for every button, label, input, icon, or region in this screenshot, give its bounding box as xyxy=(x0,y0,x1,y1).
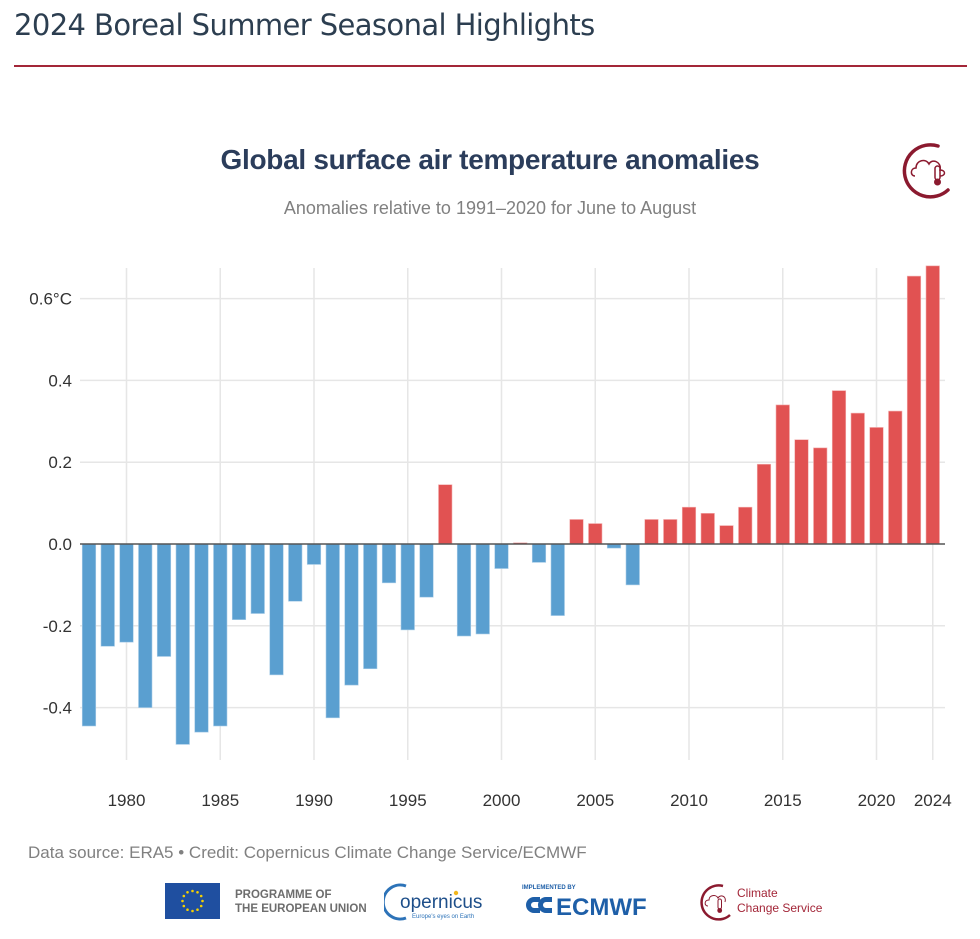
bar-2014 xyxy=(738,506,753,545)
copernicus-name: opernicus xyxy=(400,892,482,913)
c3s-line-2: Change Service xyxy=(737,901,823,915)
eu-line-1: PROGRAMME OF xyxy=(235,889,332,901)
bar-1995 xyxy=(381,543,397,584)
y-tick-label: 0.6°C xyxy=(29,290,72,309)
chart-title: Global surface air temperature anomalies xyxy=(220,144,760,175)
c3s-line-1: Climate xyxy=(737,886,778,900)
x-tick-label: 1990 xyxy=(295,791,333,810)
y-tick-label: 0.4 xyxy=(48,371,72,390)
y-tick-label: -0.2 xyxy=(43,617,72,636)
bar-1993 xyxy=(344,543,359,686)
x-tick-label: 1980 xyxy=(108,791,146,810)
x-tick-label: 2005 xyxy=(576,791,614,810)
bar-2008 xyxy=(625,543,640,586)
x-tick-label: 2010 xyxy=(670,791,708,810)
bar-2021 xyxy=(869,427,884,545)
bar-2015 xyxy=(756,463,772,545)
copernicus-logo: opernicus Europe's eyes on Earth xyxy=(384,883,482,921)
y-tick-label: 0.0 xyxy=(48,535,72,554)
bar-2004 xyxy=(550,543,565,616)
bar-1998 xyxy=(438,484,453,545)
bars xyxy=(81,265,940,745)
y-tick-label: -0.4 xyxy=(43,699,72,718)
bar-2011 xyxy=(681,506,697,545)
bar-2020 xyxy=(850,412,865,545)
eu-line-2: THE EUROPEAN UNION xyxy=(235,903,367,915)
bar-1990 xyxy=(288,543,303,602)
bar-2022 xyxy=(888,410,903,545)
page-title: 2024 Boreal Summer Seasonal Highlights xyxy=(14,8,595,42)
bar-2019 xyxy=(831,390,847,545)
x-tick-label: 1985 xyxy=(201,791,239,810)
bar-1997 xyxy=(419,543,434,598)
bar-2010 xyxy=(663,519,678,545)
c3s-logo: Climate Change Service xyxy=(697,882,827,922)
x-tick-label: 2024 xyxy=(914,791,952,810)
data-source-credit: Data source: ERA5 • Credit: Copernicus C… xyxy=(28,843,587,862)
bar-2018 xyxy=(813,447,828,545)
bar-1982 xyxy=(138,543,153,708)
x-tick-label: 2015 xyxy=(764,791,802,810)
logo-strip: PROGRAMME OF THE EUROPEAN UNION opernicu… xyxy=(0,878,980,926)
bar-2006 xyxy=(588,523,603,545)
x-axis: 1980 1985 1990 1995 2000 2005 2010 2015 2020 2024 xyxy=(108,791,952,810)
bar-1989 xyxy=(269,543,284,676)
copernicus-tagline: Europe's eyes on Earth xyxy=(412,914,474,920)
ecmwf-logo: IMPLEMENTED BY ECMWF xyxy=(522,885,647,921)
ecmwf-name: ECMWF xyxy=(556,894,647,921)
bar-1991 xyxy=(306,543,322,565)
bar-1983 xyxy=(156,543,172,657)
bar-1984 xyxy=(175,543,190,745)
bar-2009 xyxy=(644,519,659,545)
bar-1985 xyxy=(194,543,209,733)
bar-1992 xyxy=(325,543,340,719)
x-tick-label: 2000 xyxy=(483,791,521,810)
c3s-logo-label: Climate Change Service xyxy=(737,886,822,916)
y-axis: -0.4 -0.2 0.0 0.2 0.4 0.6°C xyxy=(29,290,72,718)
bar-2017 xyxy=(794,439,809,545)
c3s-logo-icon xyxy=(700,884,731,921)
x-tick-label: 2020 xyxy=(858,791,896,810)
bar-2003 xyxy=(531,543,547,563)
x-tick-label: 1995 xyxy=(389,791,427,810)
bar-2024 xyxy=(925,265,940,545)
bar-1980 xyxy=(100,543,115,647)
bar-2012 xyxy=(700,513,715,545)
bar-1988 xyxy=(250,543,265,614)
title-divider xyxy=(14,65,967,67)
eu-flag-icon xyxy=(165,883,220,919)
climate-change-service-icon xyxy=(902,143,950,199)
bar-2005 xyxy=(569,519,584,545)
bar-1999 xyxy=(456,543,472,637)
bar-2016 xyxy=(775,404,790,545)
bar-2001 xyxy=(494,543,509,569)
bar-1981 xyxy=(119,543,134,643)
bar-2000 xyxy=(475,543,490,635)
bar-1986 xyxy=(213,543,228,727)
bar-1994 xyxy=(363,543,378,670)
bar-1996 xyxy=(400,543,415,631)
bar-1979 xyxy=(81,543,97,727)
bar-chart: -0.4 -0.2 0.0 0.2 0.4 0.6°C 1980 1985 1990 1995 2… xyxy=(29,265,952,810)
chart-subtitle: Anomalies relative to 1991–2020 for June… xyxy=(283,198,697,218)
bar-2013 xyxy=(719,525,734,545)
bar-2023 xyxy=(906,275,922,545)
eu-programme-label: PROGRAMME OF THE EUROPEAN UNION xyxy=(235,888,367,916)
bar-1987 xyxy=(231,543,247,620)
y-tick-label: 0.2 xyxy=(48,453,72,472)
ecmwf-implemented-by: IMPLEMENTED BY xyxy=(522,885,576,891)
